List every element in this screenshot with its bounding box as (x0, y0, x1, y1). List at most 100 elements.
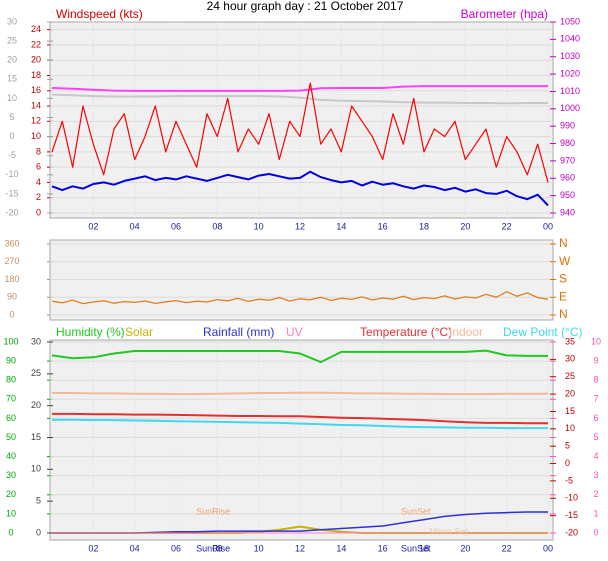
annotation: Moon Set (430, 526, 469, 536)
y-tick-label: 14 (31, 100, 41, 110)
y3-tick-label: 25 (31, 368, 41, 378)
x-tick-label: 12 (295, 221, 305, 231)
y2-tick-label: 1050 (560, 16, 580, 26)
y3-tick-label: 20 (7, 55, 17, 65)
x-tick-label: 06 (171, 221, 181, 231)
series-line (51, 82, 549, 183)
x-tick-label: 20 (460, 221, 470, 231)
y3-tick-label: -20 (5, 207, 18, 217)
y2-tick-label: 990 (560, 121, 575, 131)
y3-tick-label: 30 (31, 336, 41, 346)
x-tick-label: 14 (336, 221, 346, 231)
x-tick-label: 00 (543, 543, 553, 553)
series-line (51, 349, 548, 364)
x-tick-label: 22 (502, 543, 512, 553)
y-tick-label: 10 (31, 131, 41, 141)
x-tick-label: 18 (419, 221, 429, 231)
chart-title: 24 hour graph day : 21 October 2017 (207, 0, 404, 13)
y2-tick-label: 960 (560, 173, 575, 183)
y4-tick-label: 4 (593, 451, 598, 461)
y2-tick-label: 980 (560, 138, 575, 148)
x-tick-label: 02 (88, 221, 98, 231)
y-tick-label: 20 (31, 55, 41, 65)
y-tick-label: 70 (6, 394, 16, 404)
y-tick-label: 22 (31, 39, 41, 49)
series-line (52, 412, 548, 425)
y3-tick-label: 5 (36, 496, 41, 506)
y-tick-label: 80 (6, 375, 16, 385)
y2-tick-label: 1030 (560, 51, 580, 61)
x-tick-label: 06 (171, 543, 181, 553)
y-tick-label: 0 (8, 527, 13, 537)
y-tick-label: 20 (6, 489, 16, 499)
legend-entry: Indoor (449, 325, 483, 339)
y3-tick-label: 15 (31, 432, 41, 442)
y3-tick-label: 0 (9, 131, 14, 141)
annotation-axis: SunSet (401, 543, 431, 553)
x-tick-label: 02 (88, 543, 98, 553)
y-tick-label: 90 (7, 292, 17, 302)
series-line (52, 418, 548, 430)
series-line (51, 170, 549, 207)
y-tick-label: 0 (36, 207, 41, 217)
y2-tick-label: 35 (565, 336, 575, 346)
x-tick-label: 16 (378, 221, 388, 231)
y2-tick-label: 5 (565, 441, 570, 451)
x-tick-label: 10 (254, 543, 264, 553)
series-line (51, 85, 548, 92)
x-tick-label: 22 (502, 221, 512, 231)
y2-tick-label: -20 (565, 527, 578, 537)
y-tick-label: 270 (4, 256, 19, 266)
legend-entry: Rainfall (mm) (203, 325, 274, 339)
plot-area (49, 339, 554, 541)
y2-tick-label: S (559, 272, 567, 286)
y4-tick-label: 2 (593, 489, 598, 499)
y3-tick-label: 10 (31, 464, 41, 474)
annotation: SunRise (196, 506, 230, 516)
y-tick-label: 18 (31, 70, 41, 80)
y-tick-label: 10 (6, 508, 16, 518)
y2-tick-label: 970 (560, 155, 575, 165)
y3-tick-label: -5 (8, 150, 16, 160)
y4-tick-label: 5 (593, 432, 598, 442)
x-tick-label: 12 (295, 543, 305, 553)
y4-tick-label: 10 (591, 336, 601, 346)
y2-tick-label: 1040 (560, 34, 580, 44)
y3-tick-label: 0 (36, 527, 41, 537)
y3-tick-label: -10 (5, 169, 18, 179)
y3-tick-label: 25 (7, 35, 17, 45)
y-tick-label: 100 (3, 336, 18, 346)
y4-tick-label: 6 (593, 413, 598, 423)
y-tick-label: 360 (4, 238, 19, 248)
y3-tick-label: -15 (5, 188, 18, 198)
y-tick-label: 90 (6, 355, 16, 365)
y-tick-label: 4 (36, 177, 41, 187)
y-axis-title: Windspeed (kts) (56, 7, 143, 21)
x-tick-label: 14 (336, 543, 346, 553)
y4-tick-label: 3 (593, 470, 598, 480)
y3-tick-label: 15 (7, 74, 17, 84)
annotation-axis: SunRise (196, 543, 230, 553)
y-tick-label: 50 (6, 432, 16, 442)
y2-tick-label: 1000 (560, 103, 580, 113)
legend-entry: Humidity (%) (56, 325, 125, 339)
x-tick-label: 08 (212, 221, 222, 231)
x-tick-label: 16 (378, 543, 388, 553)
annotation: SunSet (401, 506, 431, 516)
legend-entry: Dew Point (°C) (503, 325, 582, 339)
y2-tick-label: E (559, 289, 567, 303)
plot-area (49, 21, 554, 219)
x-tick-label: 18 (419, 543, 429, 553)
y3-tick-label: 30 (7, 16, 17, 26)
y4-tick-label: 1 (593, 508, 598, 518)
y2-tick-label: N (559, 307, 568, 321)
y3-tick-label: 10 (7, 93, 17, 103)
y4-tick-label: 8 (593, 375, 598, 385)
legend-entry: Solar (125, 325, 153, 339)
y4-tick-label: 9 (593, 355, 598, 365)
y-tick-label: 180 (4, 274, 19, 284)
y4-tick-label: 7 (593, 394, 598, 404)
y-tick-label: 2 (36, 192, 41, 202)
y2-tick-label: 1020 (560, 68, 580, 78)
